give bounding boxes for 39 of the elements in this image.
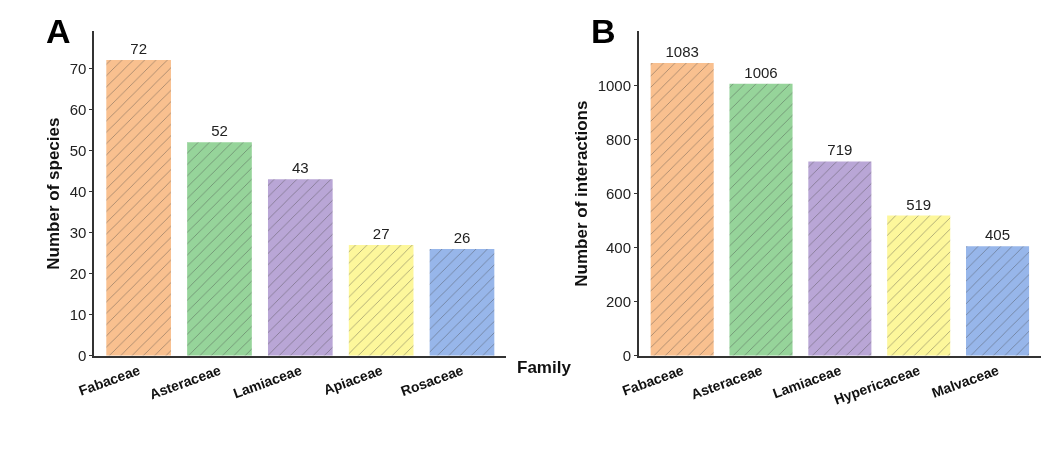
y-axis-title: Number of interactions [571,100,591,287]
y-tick-label: 600 [606,184,632,202]
data-label: 72 [130,40,147,58]
bar [808,161,872,356]
data-label: 43 [291,159,309,177]
data-label: 26 [453,229,471,247]
y-tick-label: 50 [69,141,87,159]
y-tick-label: 30 [69,223,87,241]
y-axis-title: Number of species [43,117,63,270]
data-label: 405 [985,226,1011,244]
data-label: 519 [906,195,932,213]
data-label: 27 [372,224,390,242]
y-tick-label: 0 [78,347,87,365]
y-tick-label: 70 [69,59,87,77]
bar [966,246,1030,356]
y-tick-label: 60 [69,100,87,118]
y-tick-label: 0 [622,347,632,365]
bar [348,244,414,356]
y-tick-label: 20 [69,264,87,282]
data-label: 52 [211,122,228,140]
y-tick-label: 10 [69,306,87,324]
y-tick-label: 40 [69,182,87,200]
y-tick-label: 1000 [597,76,632,94]
data-label: 719 [827,141,853,159]
x-axis-title: Family [517,358,572,377]
y-tick-label: 400 [606,238,632,256]
y-tick-label: 200 [606,293,632,311]
chart-title: A [46,12,71,50]
bar [429,249,495,356]
chart-title: B [591,12,616,50]
data-label: 1006 [744,63,778,81]
bar [267,179,333,356]
bar [887,215,951,356]
bar [187,142,252,356]
data-label: 1083 [665,42,699,60]
bar [729,83,793,356]
bar [106,60,171,356]
y-tick-label: 800 [606,130,632,148]
bar [650,62,714,356]
